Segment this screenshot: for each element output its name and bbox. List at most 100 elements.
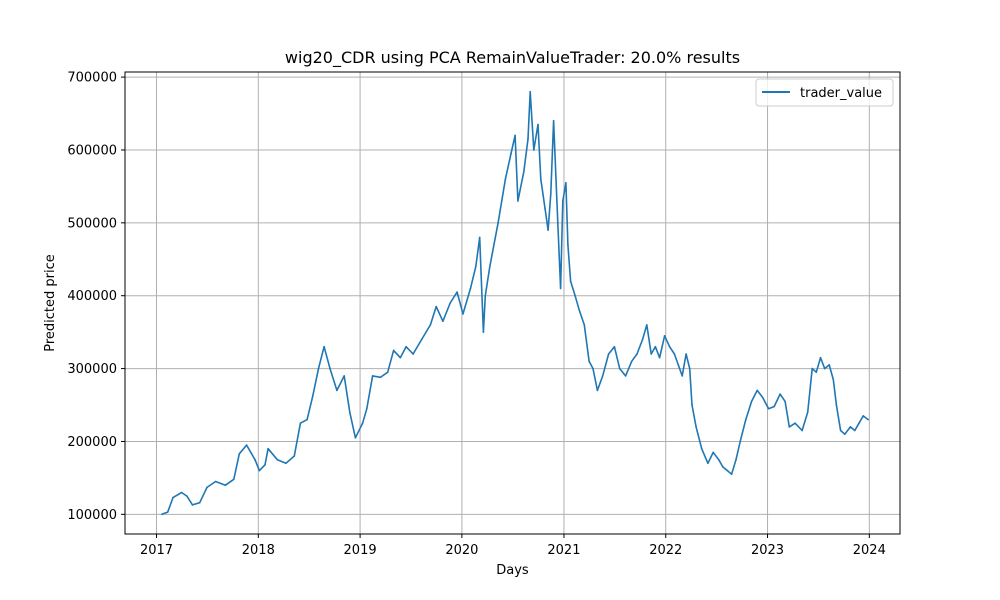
- data-point: [323, 345, 325, 348]
- y-tick-label: 200000: [67, 435, 117, 450]
- data-point: [343, 375, 346, 377]
- data-point: [681, 375, 683, 377]
- data-point: [849, 426, 852, 428]
- data-point: [399, 356, 402, 359]
- data-point: [562, 200, 564, 202]
- data-point: [161, 513, 163, 516]
- data-point: [267, 447, 269, 450]
- y-axis-title: Predicted price: [43, 254, 58, 352]
- data-point: [801, 429, 803, 432]
- data-point: [559, 287, 562, 290]
- y-tick-label: 700000: [67, 71, 117, 86]
- x-tick-label: 2018: [242, 543, 275, 558]
- data-point: [839, 429, 842, 432]
- data-point: [523, 171, 525, 173]
- data-point: [191, 504, 194, 506]
- data-point: [578, 309, 581, 312]
- data-point: [484, 294, 487, 297]
- data-point: [756, 389, 758, 392]
- legend: trader_value: [755, 78, 894, 107]
- data-point: [583, 324, 586, 326]
- data-point: [478, 236, 481, 239]
- data-point: [745, 418, 747, 421]
- data-point: [469, 287, 472, 290]
- data-point: [828, 364, 830, 366]
- data-point: [685, 353, 687, 355]
- series-layer: [161, 90, 869, 516]
- data-point: [641, 338, 644, 341]
- data-point: [618, 367, 621, 370]
- data-point: [712, 451, 714, 454]
- data-point: [613, 345, 616, 348]
- data-point: [788, 426, 791, 428]
- data-point: [811, 367, 813, 370]
- data-point: [336, 389, 338, 392]
- data-point: [206, 486, 208, 489]
- data-point: [224, 484, 227, 487]
- data-point: [405, 345, 407, 348]
- data-point: [366, 407, 368, 410]
- data-point: [819, 356, 822, 359]
- data-point: [630, 360, 633, 363]
- data-point: [624, 375, 627, 377]
- data-point: [285, 462, 287, 465]
- data-point: [547, 229, 549, 231]
- data-point: [379, 376, 382, 379]
- data-point: [832, 378, 835, 381]
- chart-title: wig20_CDR using PCA RemainValueTrader: 2…: [285, 48, 740, 68]
- data-point: [794, 422, 796, 425]
- data-point: [730, 473, 733, 476]
- y-tick-label: 300000: [67, 362, 117, 377]
- data-point: [529, 90, 531, 93]
- data-point: [527, 138, 529, 140]
- x-tick-label: 2022: [649, 543, 682, 558]
- series-line-trader_value: [161, 90, 869, 516]
- data-point: [386, 371, 389, 374]
- legend-box: [755, 78, 894, 107]
- data-point: [245, 444, 248, 446]
- legend-label: trader_value: [800, 86, 882, 101]
- data-point: [607, 353, 610, 355]
- data-point: [739, 440, 741, 443]
- data-point: [844, 433, 846, 436]
- data-point: [650, 353, 652, 355]
- y-tick-label: 100000: [67, 508, 117, 523]
- x-tick-label: 2020: [445, 543, 478, 558]
- x-tick-label: 2023: [751, 543, 784, 558]
- data-point: [691, 404, 693, 406]
- y-tick-label: 600000: [67, 143, 117, 158]
- data-point: [264, 464, 266, 466]
- data-point: [567, 243, 569, 246]
- data-point: [480, 273, 482, 275]
- data-point: [735, 458, 737, 461]
- data-point: [371, 375, 374, 377]
- data-point: [497, 222, 499, 224]
- data-point: [823, 367, 826, 370]
- x-tick-label: 2024: [853, 543, 886, 558]
- data-point: [258, 469, 261, 472]
- data-point: [214, 480, 217, 483]
- data-point: [361, 422, 364, 425]
- x-axis: 2017 2018 2019 2020 2021 2022 2023 2024: [140, 534, 886, 558]
- data-point: [514, 134, 516, 137]
- data-point: [254, 458, 256, 461]
- plot-frame: [124, 71, 901, 535]
- data-point: [238, 453, 241, 455]
- data-point: [784, 400, 786, 403]
- data-point: [198, 501, 201, 504]
- data-point: [550, 192, 552, 195]
- data-point: [510, 152, 512, 155]
- x-tick-label: 2019: [344, 543, 377, 558]
- data-point: [166, 511, 169, 513]
- data-point: [544, 207, 546, 210]
- data-point: [722, 466, 724, 468]
- data-point: [557, 222, 559, 224]
- x-tick-label: 2021: [547, 543, 580, 558]
- data-point: [306, 418, 308, 421]
- data-point: [773, 405, 775, 408]
- data-point: [456, 291, 458, 293]
- data-point: [311, 395, 314, 398]
- data-point: [867, 418, 869, 421]
- data-point: [835, 404, 838, 406]
